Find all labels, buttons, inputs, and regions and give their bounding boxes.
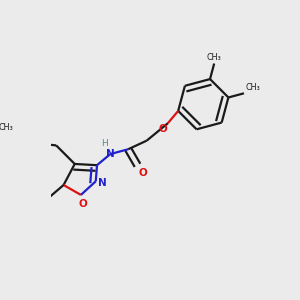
- Text: O: O: [158, 124, 167, 134]
- Text: CH₃: CH₃: [207, 52, 222, 62]
- Text: O: O: [79, 199, 87, 208]
- Text: N: N: [98, 178, 107, 188]
- Text: N: N: [106, 149, 115, 159]
- Text: H: H: [101, 139, 108, 148]
- Text: O: O: [139, 168, 148, 178]
- Text: CH₃: CH₃: [0, 123, 13, 132]
- Text: CH₃: CH₃: [245, 83, 260, 92]
